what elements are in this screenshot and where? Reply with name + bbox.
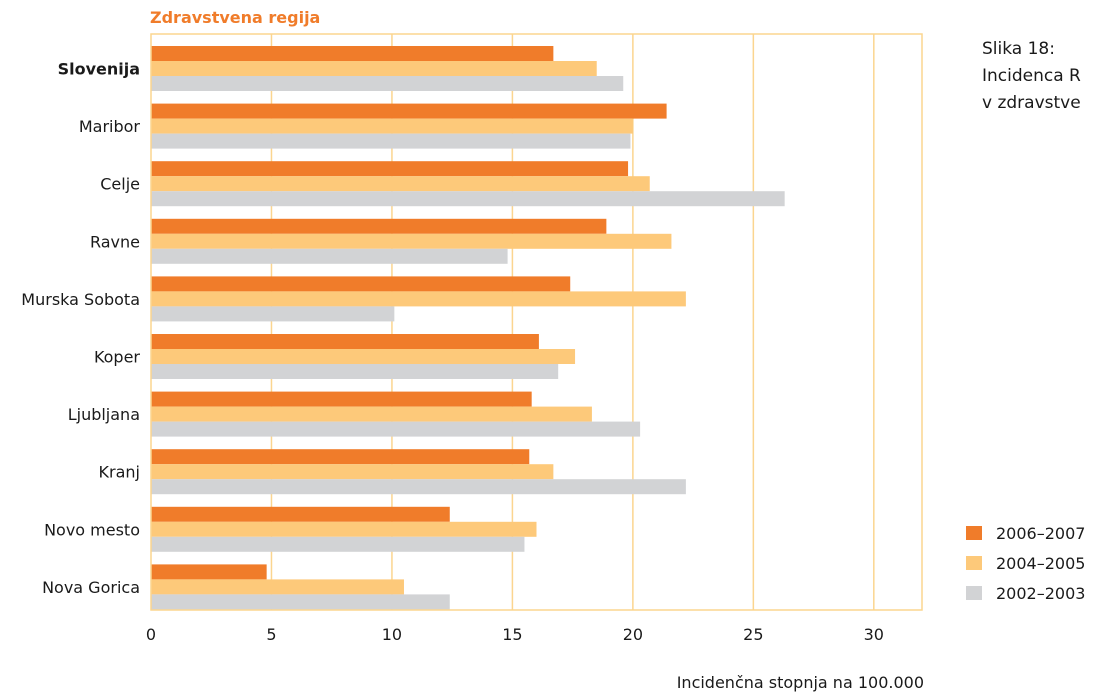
bar [151, 46, 554, 61]
bar [151, 161, 629, 177]
plot-frame [150, 33, 923, 611]
bar [151, 248, 508, 264]
category-label: Murska Sobota [21, 290, 140, 309]
legend-label: 2006–2007 [996, 523, 1086, 543]
bar [151, 61, 597, 76]
legend-item: 2006–2007 [966, 518, 1085, 548]
bar [151, 421, 641, 437]
legend-swatch [966, 556, 982, 570]
category-label: Slovenija [58, 60, 140, 79]
legend-swatch [966, 526, 982, 540]
bar [151, 449, 530, 465]
chart-legend: 2006–2007 2004–2005 2002–2003 [966, 518, 1085, 608]
category-label: Nova Gorica [42, 578, 140, 597]
bar [151, 564, 267, 580]
x-tick-label: 20 [623, 625, 643, 644]
bar [151, 291, 686, 307]
bar [151, 191, 785, 207]
bar [151, 391, 532, 407]
chart-title: Zdravstvena regija [150, 8, 321, 27]
bar [151, 364, 559, 379]
x-tick-label: 30 [864, 625, 884, 644]
category-label: Celje [100, 175, 140, 194]
bar [151, 103, 667, 119]
legend-item: 2002–2003 [966, 578, 1085, 608]
bar [151, 118, 633, 134]
category-label: Kranj [99, 463, 140, 482]
bar [151, 464, 554, 480]
bar [151, 276, 571, 292]
category-label: Novo mesto [44, 520, 140, 539]
legend-label: 2002–2003 [996, 583, 1086, 603]
bar [151, 76, 624, 91]
bar [151, 579, 404, 595]
bar [151, 521, 537, 537]
bar [151, 406, 592, 422]
bar [151, 536, 525, 552]
bar [151, 506, 450, 522]
x-tick-label: 15 [502, 625, 522, 644]
bar [151, 594, 450, 610]
bar [151, 133, 631, 149]
x-tick-label: 0 [146, 625, 156, 644]
bar [151, 334, 539, 349]
caption-line-3: v zdravstve [982, 93, 1081, 113]
x-tick-label: 25 [743, 625, 763, 644]
bar [151, 218, 607, 234]
bar [151, 479, 686, 495]
bar [151, 176, 650, 192]
category-label: Koper [94, 348, 140, 367]
bar [151, 233, 672, 249]
legend-swatch [966, 586, 982, 600]
bar [151, 306, 395, 322]
x-tick-label: 10 [382, 625, 402, 644]
legend-item: 2004–2005 [966, 548, 1085, 578]
category-label: Ravne [90, 232, 140, 251]
legend-label: 2004–2005 [996, 553, 1086, 573]
x-axis-label: Incidenčna stopnja na 100.000 [676, 673, 924, 692]
category-label: Ljubljana [68, 405, 140, 424]
x-tick-label: 5 [266, 625, 276, 644]
category-label: Maribor [79, 117, 141, 136]
caption-line-2: Incidenca R [982, 66, 1081, 86]
caption-line-1: Slika 18: [982, 39, 1055, 59]
figure-caption: Slika 18: Incidenca R v zdravstve [982, 36, 1081, 117]
bar [151, 349, 576, 364]
